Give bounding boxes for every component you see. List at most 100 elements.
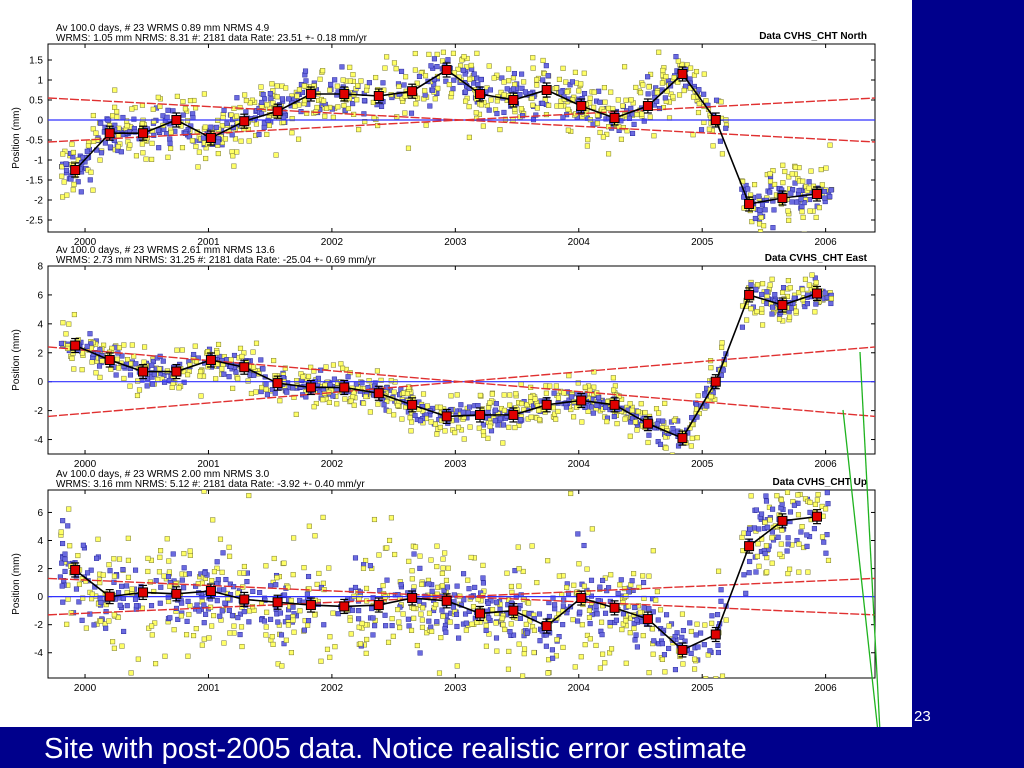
data-point: [539, 100, 546, 106]
y-tick-label: -2: [34, 196, 43, 207]
data-point: [65, 596, 71, 602]
data-point: [480, 428, 486, 435]
data-point: [273, 152, 279, 158]
data-point: [582, 384, 588, 390]
data-point: [250, 349, 256, 355]
data-point: [632, 637, 638, 643]
data-point: [59, 164, 65, 170]
data-point: [351, 402, 357, 408]
data-point: [550, 595, 556, 601]
data-point: [673, 54, 679, 60]
data-point: [111, 573, 117, 579]
data-point: [746, 570, 752, 576]
data-point: [411, 615, 417, 621]
data-point: [356, 624, 362, 630]
data-point: [716, 568, 722, 574]
data-point: [71, 181, 77, 187]
data-point: [645, 91, 651, 97]
data-point: [306, 586, 312, 592]
data-point: [486, 107, 492, 113]
data-point: [366, 80, 372, 86]
data-point: [103, 602, 109, 608]
data-point: [591, 89, 597, 95]
data-point: [179, 347, 185, 353]
data-point: [775, 534, 781, 540]
data-point: [651, 133, 657, 139]
data-point: [495, 422, 501, 428]
data-point: [719, 673, 726, 678]
data-point: [412, 50, 418, 57]
data-point: [356, 616, 362, 622]
average-point: [541, 399, 552, 410]
up-panel: Av 100.0 days, # 23 WRMS 2.00 mm NRMS 3.…: [11, 457, 876, 703]
data-point: [165, 154, 171, 160]
data-point: [510, 75, 517, 81]
data-point: [326, 399, 332, 406]
data-point: [675, 79, 681, 85]
data-point: [345, 374, 351, 380]
data-point: [99, 358, 105, 364]
data-point: [529, 95, 535, 101]
data-point: [533, 112, 539, 118]
data-point: [536, 611, 543, 617]
data-point: [431, 56, 437, 62]
data-point: [386, 537, 393, 544]
data-point: [90, 187, 96, 193]
data-point: [193, 626, 199, 632]
data-point: [114, 109, 120, 115]
data-point: [454, 583, 460, 589]
data-point: [594, 611, 600, 617]
data-point: [551, 411, 558, 417]
data-point: [187, 603, 193, 609]
data-point: [602, 99, 608, 105]
x-tick-label: 2002: [321, 237, 344, 248]
data-point: [684, 698, 689, 703]
data-point: [65, 523, 71, 529]
data-point: [107, 144, 113, 150]
data-point: [478, 102, 484, 108]
data-point: [457, 63, 464, 69]
data-point: [606, 585, 612, 591]
data-point: [770, 225, 776, 231]
data-point: [347, 78, 353, 84]
data-point: [549, 647, 555, 653]
data-point: [816, 205, 822, 211]
data-point: [606, 124, 612, 130]
data-point: [801, 200, 807, 206]
data-point: [416, 598, 423, 604]
data-point: [468, 62, 474, 68]
data-point: [515, 544, 521, 550]
data-point: [487, 400, 493, 406]
y-tick-label: -1.5: [26, 176, 44, 187]
data-point: [690, 132, 696, 138]
data-point: [565, 106, 571, 112]
data-point: [205, 696, 210, 701]
data-point: [184, 618, 190, 624]
data-point: [807, 457, 812, 462]
data-point: [226, 607, 232, 613]
data-point: [627, 433, 633, 439]
data-point: [149, 140, 155, 146]
data-point: [424, 403, 431, 409]
data-point: [149, 632, 155, 638]
data-point: [68, 176, 74, 182]
data-point: [786, 217, 792, 223]
data-point: [98, 150, 105, 156]
average-point: [70, 564, 81, 575]
data-point: [662, 669, 668, 675]
data-point: [791, 502, 797, 508]
data-point: [148, 603, 155, 609]
data-point: [488, 428, 495, 434]
data-point: [360, 565, 367, 571]
data-point: [315, 601, 321, 607]
data-point: [216, 587, 222, 593]
data-point: [301, 565, 307, 571]
data-point: [151, 588, 157, 595]
data-point: [133, 603, 140, 609]
data-point: [707, 648, 713, 654]
data-point: [443, 78, 449, 84]
data-point: [274, 83, 280, 89]
data-point: [116, 556, 123, 562]
data-point: [679, 611, 686, 617]
data-point: [485, 435, 491, 441]
